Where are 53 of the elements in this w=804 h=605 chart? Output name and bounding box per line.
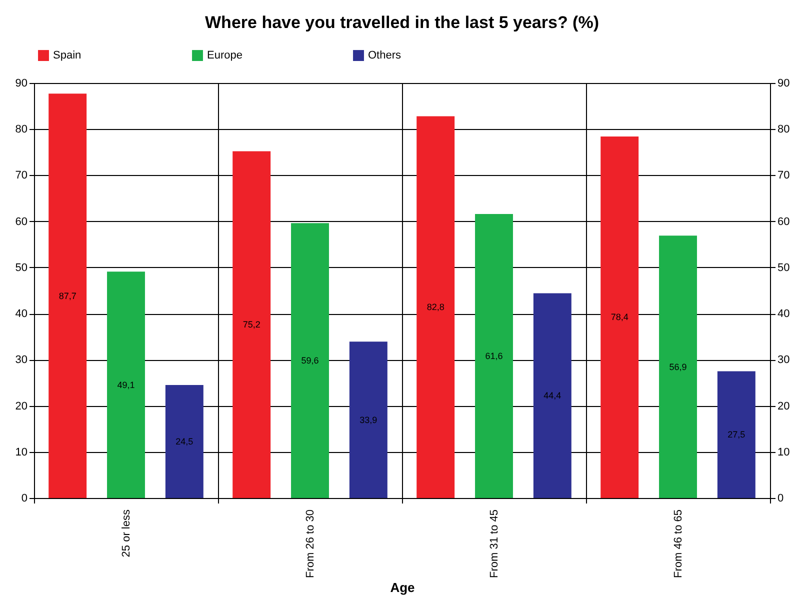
data-label: 78,4: [610, 312, 628, 322]
data-label: 61,6: [485, 350, 503, 361]
bar: [165, 385, 204, 498]
y2-tick-label: 0: [778, 492, 784, 504]
x-tick-label: From 31 to 45: [488, 510, 500, 578]
y2-tick-label: 90: [778, 78, 790, 90]
y-tick-label: 60: [15, 216, 28, 228]
chart-title: Where have you travelled in the last 5 years? (%): [205, 13, 599, 32]
x-tick-label: From 26 to 30: [304, 510, 316, 578]
y-tick-label: 80: [15, 124, 28, 136]
data-label: 87,7: [58, 290, 76, 301]
x-axis-title: Age: [390, 580, 415, 595]
bar: [659, 236, 697, 498]
y2-tick-label: 20: [778, 400, 790, 412]
legend-label: Others: [368, 50, 402, 62]
data-label: 33,9: [360, 414, 378, 425]
data-label: 82,8: [426, 302, 444, 312]
x-tick-label: From 46 to 65: [672, 510, 684, 578]
y-tick-label: 10: [15, 446, 28, 458]
legend-label: Europe: [207, 50, 242, 62]
y2-tick-label: 80: [778, 124, 790, 136]
y2-tick-label: 60: [778, 216, 790, 228]
bar: [48, 94, 87, 498]
y2-tick-label: 40: [778, 308, 790, 320]
bar: [717, 371, 756, 498]
y2-tick-label: 30: [778, 354, 790, 366]
y2-tick-label: 10: [778, 446, 790, 458]
y-tick-label: 20: [15, 400, 28, 412]
y-tick-label: 40: [15, 308, 28, 320]
bar: [349, 342, 388, 498]
bar: [291, 223, 329, 498]
data-label: 44,4: [544, 390, 562, 401]
y2-tick-label: 50: [778, 262, 790, 274]
bar: [416, 116, 455, 498]
bar: [232, 151, 271, 498]
bar: [475, 214, 513, 498]
data-label: 59,6: [301, 356, 319, 366]
legend-label: Spain: [53, 50, 82, 62]
y-tick-label: 0: [21, 492, 28, 504]
data-label: 56,9: [669, 362, 687, 372]
data-label: 24,5: [176, 436, 194, 447]
y-tick-label: 50: [15, 262, 28, 274]
bar: [107, 272, 145, 498]
y-tick-label: 70: [15, 170, 28, 182]
bar: [533, 293, 572, 498]
y2-tick-label: 70: [778, 170, 790, 182]
data-label: 75,2: [242, 320, 260, 330]
x-tick-label: 25 or less: [120, 509, 132, 558]
y-tick-label: 90: [15, 78, 28, 90]
data-label: 49,1: [117, 380, 135, 390]
data-label: 27,5: [728, 430, 746, 440]
y-tick-label: 30: [15, 354, 28, 366]
bar: [600, 136, 639, 498]
